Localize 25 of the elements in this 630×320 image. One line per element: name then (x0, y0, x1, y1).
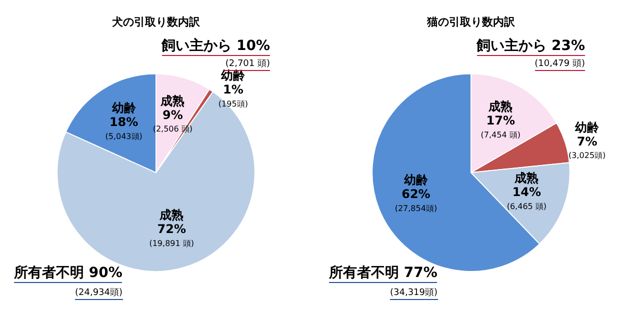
slice-label: 幼齢 (112, 100, 137, 115)
slice-label: 成熟 (158, 208, 184, 222)
data-label: 72% (19,891 頭) (149, 222, 194, 248)
slice-label: 成熟 (488, 99, 513, 114)
text: 所有者不明 90% (14, 264, 122, 283)
text: 所有者不明 77% (329, 264, 438, 283)
slice-label: 幼齢 (221, 68, 246, 83)
chart-title: 猫の引取り数内訳 (426, 15, 516, 28)
slice-label: 幼齢 (404, 172, 429, 187)
slice-label: 幼齢 (575, 120, 600, 134)
text: (24,934頭) (75, 286, 123, 300)
slice-label: 成熟 (160, 94, 185, 108)
text: (34,319頭) (390, 286, 438, 300)
chart-title: 犬の引取り数内訳 (111, 15, 201, 28)
data-label: 7% (3,025頭) (568, 134, 606, 160)
data-label: 17% (7,454 頭) (480, 113, 520, 140)
slice-label: 成熟 (514, 171, 539, 186)
text: 飼い主から 10% (162, 37, 270, 56)
text: (2,701 頭) (225, 57, 270, 71)
text: (10,479 頭) (534, 57, 585, 71)
data-label: 14% (6,465 頭) (506, 185, 547, 212)
data-label: 62% (27,854頭) (394, 186, 438, 213)
data-label: 1% (195頭) (218, 82, 248, 109)
text: 飼い主から 23% (476, 37, 585, 56)
data-label: 18% (5,043頭) (105, 114, 142, 141)
